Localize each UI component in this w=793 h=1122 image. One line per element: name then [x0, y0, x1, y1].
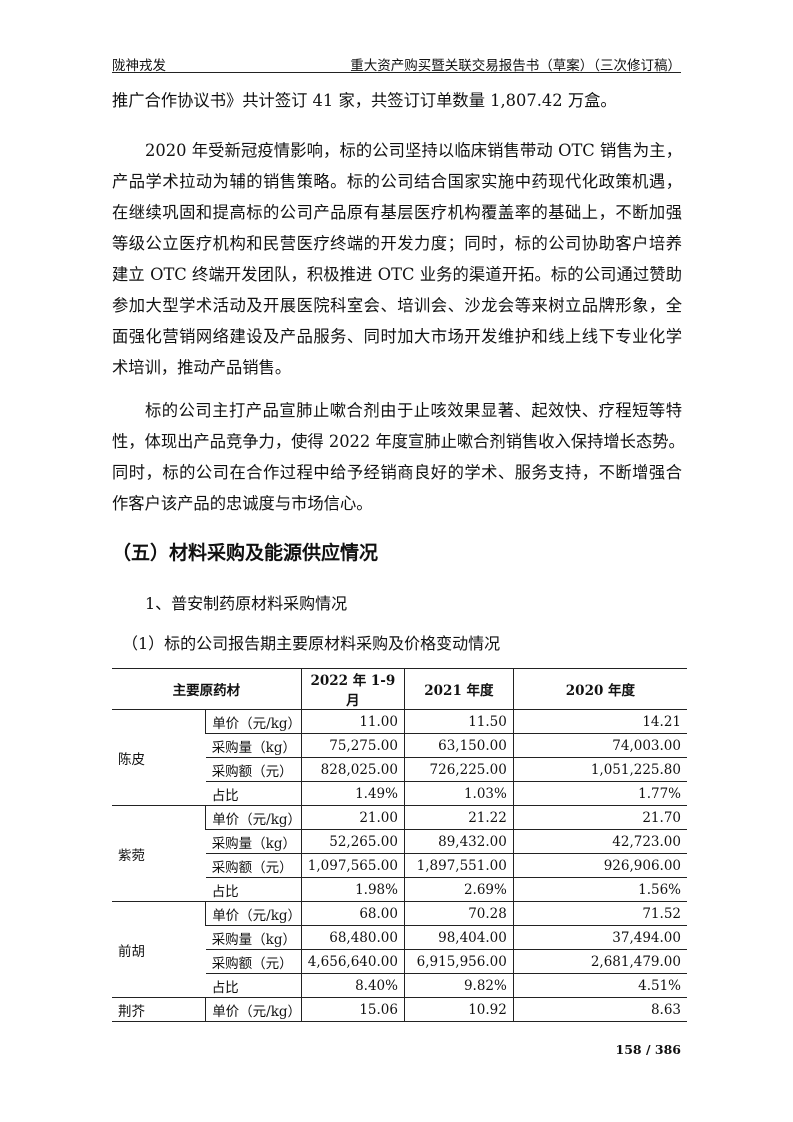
metric-label: 占比: [205, 973, 302, 998]
value-cell: 11.50: [403, 709, 514, 734]
value-cell: 52,265.00: [300, 829, 405, 854]
material-name: 荆芥: [112, 997, 206, 1022]
text-line: 面强化营销网络建设及产品服务、同时加大市场开发维护和线上线下专业化学: [112, 327, 682, 346]
table-row: 前胡 单价（元/kg） 68.00 70.28 71.52: [112, 901, 687, 998]
value-cell: 21.00: [300, 805, 405, 830]
text-line: 2020 年受新冠疫情影响，标的公司坚持以临床销售带动 OTC 销售为主，: [145, 141, 682, 160]
value-cell: 1.98%: [300, 877, 405, 902]
table-row: 紫菀 单价（元/kg） 21.00 21.22 21.70: [112, 805, 687, 902]
value-cell: 2,681,479.00: [512, 949, 687, 974]
table-row: 采购量（kg） 75,275.00 63,150.00 74,003.00: [112, 733, 687, 758]
header-cell: 2021 年度: [403, 668, 514, 710]
table-row: 占比 8.40% 9.82% 4.51%: [112, 973, 687, 998]
page-header: 陇神戎发 重大资产购买暨关联交易报告书（草案）（三次修订稿）: [112, 52, 681, 74]
text-line: 作客户该产品的忠诚度与市场信心。: [112, 494, 373, 513]
table-row: 占比 1.98% 2.69% 1.56%: [112, 877, 687, 902]
text-line: 在继续巩固和提高标的公司产品原有基层医疗机构覆盖率的基础上，不断加强: [112, 203, 682, 222]
text-line: 同时，标的公司在合作过程中给予经销商良好的学术、服务支持，不断增强合: [112, 463, 682, 482]
value-cell: 726,225.00: [403, 757, 514, 782]
value-cell: 8.40%: [300, 973, 405, 998]
value-cell: 1,897,551.00: [403, 853, 514, 878]
value-cell: 98,404.00: [403, 925, 514, 950]
paragraph-3: 标的公司主打产品宣肺止嗽合剂由于止咳效果显著、起效快、疗程短等特性，体现出产品竞…: [112, 395, 685, 519]
value-cell: 68.00: [300, 901, 405, 926]
text-line: 建立 OTC 终端开发团队，积极推进 OTC 业务的渠道开拓。标的公司通过赞助: [112, 265, 682, 284]
value-cell: 926,906.00: [512, 853, 687, 878]
metric-label: 采购量（kg）: [205, 829, 302, 854]
table-row: 占比 1.49% 1.03% 1.77%: [112, 781, 687, 806]
metric-label: 采购额（元）: [205, 949, 302, 974]
metric-label: 采购量（kg）: [205, 925, 302, 950]
material-name: 前胡: [112, 901, 206, 998]
value-cell: 1.56%: [512, 877, 687, 902]
value-cell: 14.21: [512, 709, 687, 734]
table-row: 陈皮 单价（元/kg） 11.00 11.50 14.21: [112, 709, 687, 806]
value-cell: 1.77%: [512, 781, 687, 806]
section-heading: （五）材料采购及能源供应情况: [112, 542, 379, 564]
table-row: 采购额（元） 828,025.00 726,225.00 1,051,225.80: [112, 757, 687, 782]
material-name: 陈皮: [112, 709, 206, 806]
value-cell: 10.92: [403, 997, 514, 1022]
table-header-row: 主要原药材 2022 年 1-9 月 2021 年度 2020 年度: [112, 668, 687, 710]
value-cell: 71.52: [512, 901, 687, 926]
table-row: 采购量（kg） 68,480.00 98,404.00 37,494.00: [112, 925, 687, 950]
table-row: 采购额（元） 4,656,640.00 6,915,956.00 2,681,479.…: [112, 949, 687, 974]
material-name: 紫菀: [112, 805, 206, 902]
metric-label: 占比: [205, 877, 302, 902]
subheading-2: （1）标的公司报告期主要原材料采购及价格变动情况: [122, 634, 501, 653]
value-cell: 75,275.00: [300, 733, 405, 758]
value-cell: 42,723.00: [512, 829, 687, 854]
value-cell: 1,097,565.00: [300, 853, 405, 878]
metric-label: 单价（元/kg）: [205, 709, 302, 734]
value-cell: 6,915,956.00: [403, 949, 514, 974]
value-cell: 2.69%: [403, 877, 514, 902]
text-line: 参加大型学术活动及开展医院科室会、培训会、沙龙会等来树立品牌形象，全: [112, 296, 682, 315]
table-row: 荆芥 单价（元/kg） 15.06 10.92 8.63: [112, 997, 687, 1022]
table-row: 采购量（kg） 52,265.00 89,432.00 42,723.00: [112, 829, 687, 854]
metric-label: 采购量（kg）: [205, 733, 302, 758]
value-cell: 21.70: [512, 805, 687, 830]
metric-label: 单价（元/kg）: [205, 997, 302, 1022]
materials-table: 主要原药材 2022 年 1-9 月 2021 年度 2020 年度 陈皮 单价（…: [112, 668, 687, 1022]
paragraph-2: 2020 年受新冠疫情影响，标的公司坚持以临床销售带动 OTC 销售为主， 产品学…: [112, 135, 682, 383]
value-cell: 1.49%: [300, 781, 405, 806]
header-cell: 2020 年度: [512, 668, 687, 710]
value-cell: 828,025.00: [300, 757, 405, 782]
value-cell: 9.82%: [403, 973, 514, 998]
text-line: 产品学术拉动为辅的销售策略。标的公司结合国家实施中药现代化政策机遇，: [112, 172, 682, 191]
header-cell: 主要原药材: [112, 668, 302, 710]
value-cell: 8.63: [512, 997, 687, 1022]
value-cell: 1,051,225.80: [512, 757, 687, 782]
text-line: 性，体现出产品竞争力，使得 2022 年度宣肺止嗽合剂销售收入保持增长态势。: [112, 432, 685, 451]
metric-label: 单价（元/kg）: [205, 901, 302, 926]
text-line: 推广合作协议书》共计签订 41 家，共签订订单数量 1,807.42 万盒。: [112, 91, 617, 110]
metric-label: 占比: [205, 781, 302, 806]
value-cell: 1.03%: [403, 781, 514, 806]
value-cell: 11.00: [300, 709, 405, 734]
page-number: 158 / 386: [615, 1042, 681, 1057]
header-left: 陇神戎发: [112, 58, 166, 74]
metric-label: 单价（元/kg）: [205, 805, 302, 830]
value-cell: 68,480.00: [300, 925, 405, 950]
value-cell: 63,150.00: [403, 733, 514, 758]
metric-label: 采购额（元）: [205, 757, 302, 782]
text-line: 术培训，推动产品销售。: [112, 358, 292, 377]
value-cell: 15.06: [300, 997, 405, 1022]
value-cell: 89,432.00: [403, 829, 514, 854]
header-cell: 2022 年 1-9 月: [300, 668, 405, 710]
value-cell: 4,656,640.00: [300, 949, 405, 974]
paragraph-1: 推广合作协议书》共计签订 41 家，共签订订单数量 1,807.42 万盒。: [112, 85, 682, 116]
metric-label: 采购额（元）: [205, 853, 302, 878]
table-row: 采购额（元） 1,097,565.00 1,897,551.00 926,906.00: [112, 853, 687, 878]
text-line: 等级公立医疗机构和民营医疗终端的开发力度；同时，标的公司协助客户培养: [112, 234, 682, 253]
header-right: 重大资产购买暨关联交易报告书（草案）（三次修订稿）: [350, 58, 681, 74]
value-cell: 4.51%: [512, 973, 687, 998]
text-line: 标的公司主打产品宣肺止嗽合剂由于止咳效果显著、起效快、疗程短等特: [145, 401, 682, 420]
subheading-1: 1、普安制药原材料采购情况: [145, 594, 348, 613]
value-cell: 21.22: [403, 805, 514, 830]
value-cell: 74,003.00: [512, 733, 687, 758]
value-cell: 70.28: [403, 901, 514, 926]
value-cell: 37,494.00: [512, 925, 687, 950]
